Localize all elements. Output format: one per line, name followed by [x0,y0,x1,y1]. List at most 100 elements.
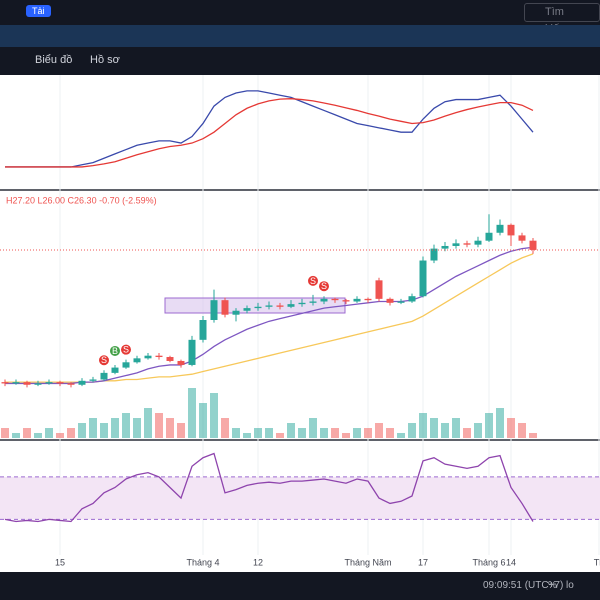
candle-body [441,245,449,249]
candle-body [254,306,262,309]
volume-bar [144,408,152,438]
volume-bar [232,428,240,438]
volume-bar [485,413,493,438]
candle-body [122,362,130,368]
candle-body [45,382,53,384]
status-bar: 09:09:51 (UTC+7) % lo [0,572,600,600]
volume-bar [287,423,295,438]
signal-badge [110,345,120,356]
candle-body [342,300,350,302]
signal-label: S [101,355,107,365]
clock: 09:09:51 (UTC+7) [483,580,564,591]
volume-bar [166,418,174,438]
log-toggle[interactable]: lo [566,580,574,591]
signal-badge [319,281,329,292]
volume-bar [56,433,64,438]
candle-body [188,339,196,365]
volume-bar [23,428,31,438]
candle-body [243,308,251,311]
x-tick-label: 14 [506,557,516,567]
volume-bar [276,433,284,438]
candle-body [166,357,174,361]
rsi-line [4,452,534,523]
candle-body [419,260,427,297]
x-tick-label: 12 [253,557,263,567]
volume-bar [529,433,537,438]
candle-body [221,300,229,315]
volume-bar [89,418,97,438]
candle-body [496,224,504,233]
volume-bar [243,433,251,438]
volume-bar [430,418,438,438]
volume-bar [353,428,361,438]
volume-bar [67,428,75,438]
volume-bar [1,428,9,438]
volume-bar [518,423,526,438]
candle-body [232,310,240,315]
candle-body [89,379,97,381]
volume-bar [265,428,273,438]
chart: H27.20 L26.00 C26.30 -0.70 (-2.59%) 15 Th… [0,75,600,572]
candle-body [320,298,328,302]
volume-bar [100,423,108,438]
signal-label: S [123,345,129,355]
volume-bar [188,388,196,438]
volume-bar [320,428,328,438]
volume-bar [78,423,86,438]
candle-body [111,367,119,373]
volume-bar [474,423,482,438]
volume-bar [375,423,383,438]
candle-body [529,240,537,250]
volume-bar [419,413,427,438]
volume-bar [122,413,130,438]
volume-bar [463,428,471,438]
candle-body [386,298,394,303]
candle-body [452,243,460,246]
rsi-band [0,476,600,520]
macd-line [5,90,534,168]
volume-bar [507,418,515,438]
tab[interactable]: Hồ sơ [90,54,120,66]
signal-label: S [321,281,327,291]
volume-bar [342,433,350,438]
candle-body [463,243,471,245]
signal-line [5,98,534,168]
candle-body [298,302,306,305]
candle-body [34,383,42,385]
volume-bar [309,418,317,438]
volume-bar [34,433,42,438]
candle-body [408,296,416,302]
signal-badge [99,355,109,366]
volume-bar [45,428,53,438]
candle-body [100,372,108,380]
volume-bar [155,413,163,438]
volume-bar [199,403,207,438]
volume-bar [408,423,416,438]
candle-body [518,235,526,241]
volume-bar [254,428,262,438]
candle-body [23,382,31,385]
volume-bar [133,418,141,438]
percent-toggle[interactable]: % [548,580,557,591]
search-box[interactable]: Tìm kiếm... [524,3,600,35]
candle-body [287,304,295,307]
tab[interactable]: Biểu đồ [35,54,73,66]
volume-bar [12,433,20,438]
candle-body [507,224,515,236]
candle-body [67,383,75,385]
toolbar: Biểu đồ Hồ sơ [0,47,600,76]
x-tick-label: Tháng 4 [186,557,219,567]
load-button[interactable]: Tải [26,5,51,17]
candle-body [78,380,86,385]
x-tick-label: Tháng Năm [344,557,391,567]
volume-bar [221,418,229,438]
candle-body [12,382,20,384]
volume-bar [397,433,405,438]
candle-body [56,382,64,384]
volume-bar [364,428,372,438]
volume-bar [452,418,460,438]
candle-body [397,301,405,303]
candle-body [331,298,339,301]
